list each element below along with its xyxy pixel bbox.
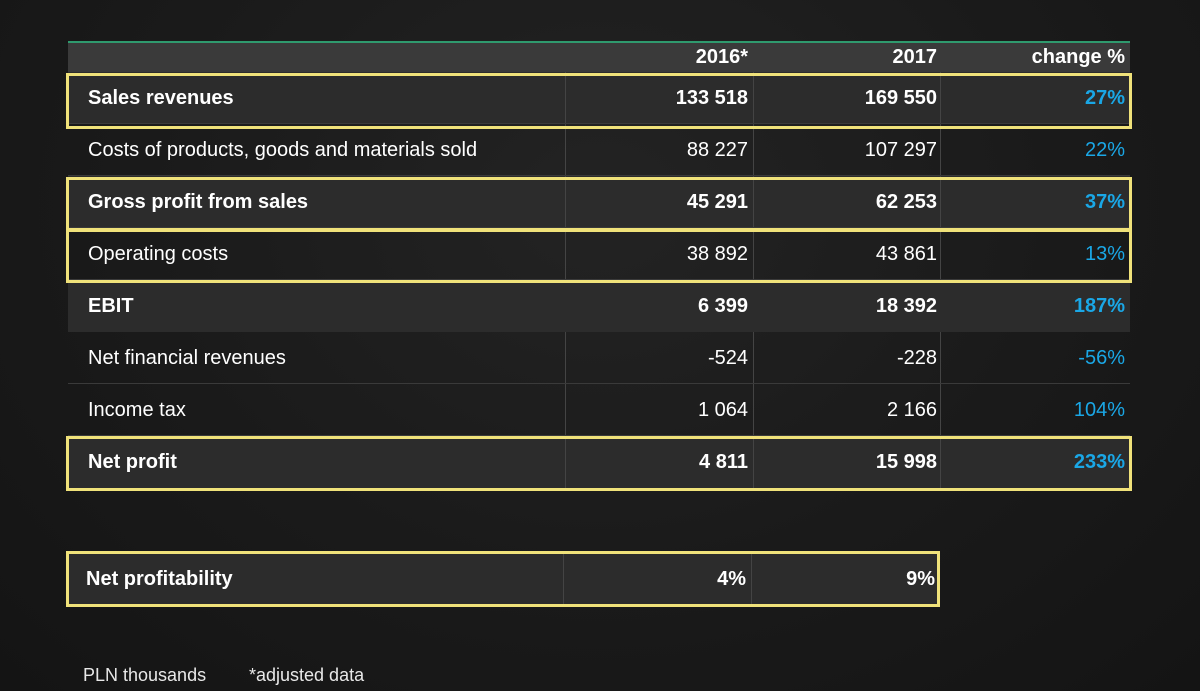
header-2017: 2017	[892, 46, 938, 68]
table-row-operating-costs: Operating costs 38 892 43 861 13%	[68, 228, 1130, 280]
row-change: 187%	[1073, 294, 1125, 317]
row-value-2016: 133 518	[675, 86, 748, 109]
row-value-2016: 38 892	[686, 242, 748, 265]
row-label: EBIT	[88, 294, 134, 317]
row-label: Sales revenues	[88, 86, 234, 109]
row-label: Net profit	[88, 450, 177, 473]
financial-results-table: 2016* 2017 change % Sales revenues 133 5…	[68, 41, 1130, 488]
row-value-2017: 43 861	[875, 242, 937, 265]
profitability-label: Net profitability	[86, 567, 233, 590]
row-label: Income tax	[88, 398, 186, 421]
row-value-2016: 45 291	[686, 190, 748, 213]
row-value-2017: 62 253	[875, 190, 937, 213]
header-2016: 2016*	[695, 46, 748, 68]
row-value-2016: 6 399	[697, 294, 748, 317]
row-change: 22%	[1084, 138, 1125, 161]
header-change: change %	[1031, 46, 1125, 68]
table-row-costs: Costs of products, goods and materials s…	[68, 124, 1130, 176]
row-change: 13%	[1084, 242, 1125, 265]
profitability-2016: 4%	[717, 567, 746, 590]
row-value-2016: 1 064	[697, 398, 748, 421]
row-value-2017: 15 998	[875, 450, 937, 473]
row-value-2016: -524	[707, 346, 748, 369]
row-value-2017: 18 392	[875, 294, 937, 317]
row-change: 37%	[1084, 190, 1125, 213]
table-row-sales-revenues: Sales revenues 133 518 169 550 27%	[68, 72, 1130, 124]
row-label: Operating costs	[88, 242, 229, 265]
table-top-line	[68, 41, 1130, 43]
row-value-2016: 88 227	[686, 138, 748, 161]
row-value-2016: 4 811	[699, 450, 748, 473]
table-row-income-tax: Income tax 1 064 2 166 104%	[68, 384, 1130, 436]
table-header: 2016* 2017 change %	[68, 43, 1130, 72]
row-value-2017: 107 297	[864, 138, 937, 161]
row-change: 27%	[1084, 86, 1125, 109]
row-change: -56%	[1078, 346, 1125, 369]
row-label: Gross profit from sales	[88, 190, 309, 213]
row-change: 104%	[1073, 398, 1125, 421]
table-row-net-profit: Net profit 4 811 15 998 233%	[68, 436, 1130, 488]
row-change: 233%	[1073, 450, 1125, 473]
row-label: Costs of products, goods and materials s…	[88, 138, 478, 161]
table-row-net-financial-revenues: Net financial revenues -524 -228 -56%	[68, 332, 1130, 384]
row-value-2017: -228	[896, 346, 937, 369]
table-row-gross-profit: Gross profit from sales 45 291 62 253 37…	[68, 176, 1130, 228]
row-value-2017: 169 550	[864, 86, 937, 109]
footer-note: *adjusted data	[249, 665, 365, 685]
net-profitability-row: Net profitability 4% 9%	[68, 553, 938, 605]
row-value-2017: 2 166	[886, 398, 937, 421]
row-label: Net financial revenues	[88, 346, 286, 369]
table-row-ebit: EBIT 6 399 18 392 187%	[68, 280, 1130, 332]
profitability-2017: 9%	[906, 567, 935, 590]
footer-unit: PLN thousands	[83, 665, 207, 685]
